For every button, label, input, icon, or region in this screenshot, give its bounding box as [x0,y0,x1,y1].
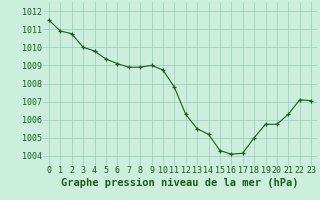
X-axis label: Graphe pression niveau de la mer (hPa): Graphe pression niveau de la mer (hPa) [61,178,299,188]
